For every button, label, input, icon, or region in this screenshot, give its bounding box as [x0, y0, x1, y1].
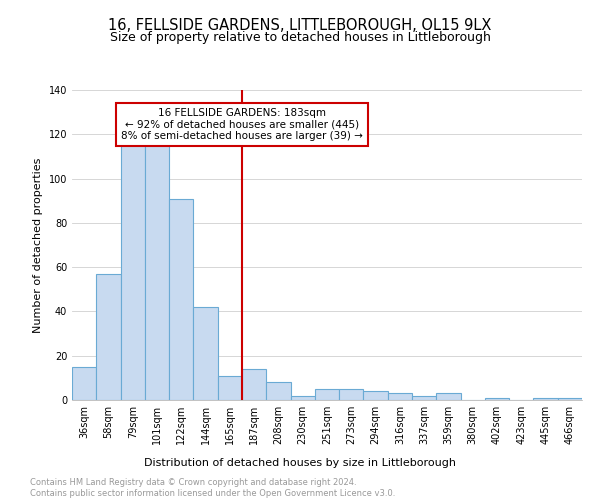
- Text: Size of property relative to detached houses in Littleborough: Size of property relative to detached ho…: [110, 31, 490, 44]
- Bar: [412, 396, 436, 400]
- Text: Distribution of detached houses by size in Littleborough: Distribution of detached houses by size …: [144, 458, 456, 468]
- Bar: [266, 382, 290, 400]
- Bar: [121, 146, 145, 400]
- Bar: [193, 307, 218, 400]
- Bar: [339, 389, 364, 400]
- Text: 16, FELLSIDE GARDENS, LITTLEBOROUGH, OL15 9LX: 16, FELLSIDE GARDENS, LITTLEBOROUGH, OL1…: [109, 18, 491, 32]
- Bar: [558, 398, 582, 400]
- Bar: [242, 369, 266, 400]
- Text: Contains HM Land Registry data © Crown copyright and database right 2024.
Contai: Contains HM Land Registry data © Crown c…: [30, 478, 395, 498]
- Bar: [485, 398, 509, 400]
- Bar: [72, 367, 96, 400]
- Bar: [388, 394, 412, 400]
- Bar: [96, 274, 121, 400]
- Bar: [436, 394, 461, 400]
- Bar: [315, 389, 339, 400]
- Y-axis label: Number of detached properties: Number of detached properties: [33, 158, 43, 332]
- Bar: [364, 391, 388, 400]
- Bar: [218, 376, 242, 400]
- Text: 16 FELLSIDE GARDENS: 183sqm
← 92% of detached houses are smaller (445)
8% of sem: 16 FELLSIDE GARDENS: 183sqm ← 92% of det…: [121, 108, 363, 141]
- Bar: [533, 398, 558, 400]
- Bar: [290, 396, 315, 400]
- Bar: [169, 198, 193, 400]
- Bar: [145, 138, 169, 400]
